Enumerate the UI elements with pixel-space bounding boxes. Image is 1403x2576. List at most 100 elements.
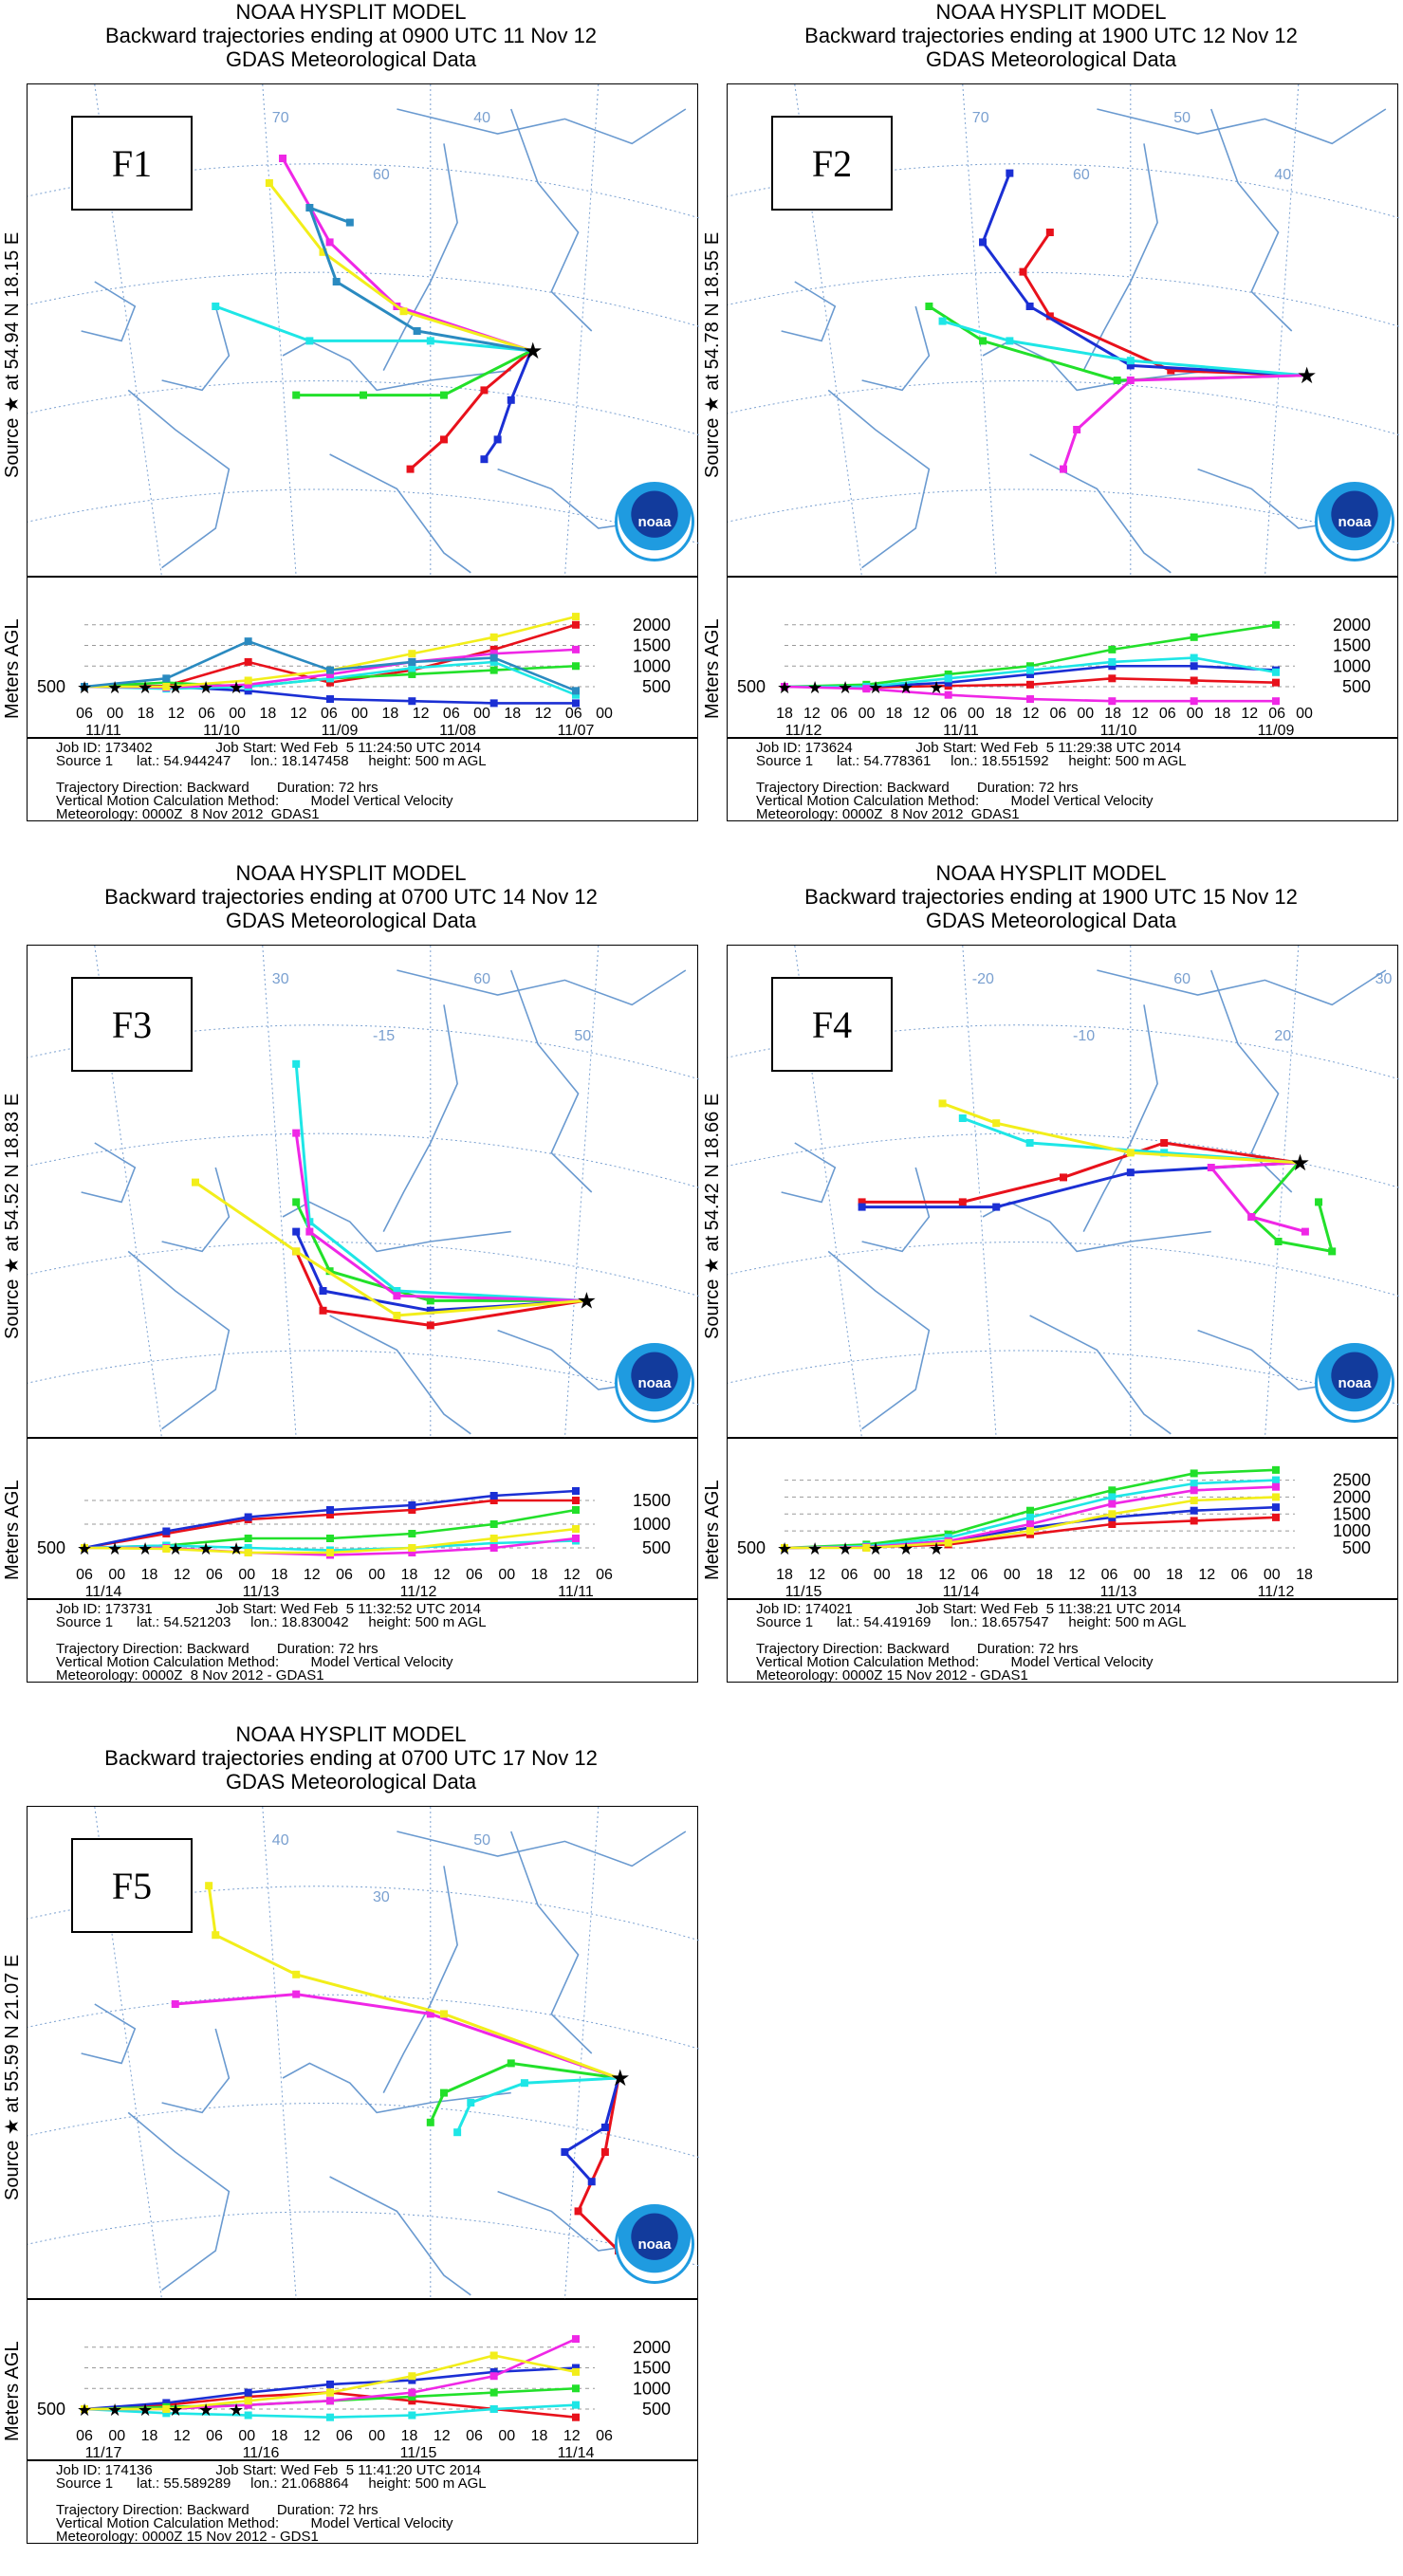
grid-label: 30 bbox=[1375, 971, 1393, 987]
trajectory-line bbox=[294, 1063, 585, 1302]
trajectory-marker bbox=[480, 455, 489, 464]
height-profile: 1500 1000 500 500 ★ ★ ★ ★ ★ ★ 06 00 18 12 06 00 18 12 06 00… bbox=[27, 1438, 698, 1600]
source-marker: ★ bbox=[168, 678, 183, 697]
series-point bbox=[862, 1544, 871, 1552]
trajectory-marker bbox=[439, 391, 448, 399]
trajectory-marker bbox=[292, 1247, 301, 1256]
grid-label: 50 bbox=[473, 1832, 490, 1849]
x-tick-label: 06 bbox=[1101, 1567, 1118, 1583]
trajectory-marker bbox=[292, 391, 301, 399]
x-date-label: 11/14 bbox=[558, 2445, 595, 2461]
y-axis-label: Meters AGL bbox=[702, 618, 723, 719]
series-point bbox=[1272, 678, 1280, 687]
source-marker: ★ bbox=[229, 2401, 244, 2420]
x-tick-label: 18 bbox=[1214, 706, 1231, 722]
noaa-logo: noaa bbox=[615, 2204, 694, 2284]
coastline bbox=[861, 305, 931, 392]
series-point bbox=[572, 662, 580, 671]
source-label: Source ★ at 55.59 N 21.07 E bbox=[2, 1954, 23, 2200]
info-line: Meteorology: 0000Z 15 Nov 2012 - GDAS1 bbox=[756, 1667, 1028, 1684]
series-point bbox=[572, 645, 580, 653]
series-point bbox=[781, 1544, 788, 1552]
y-tick-label: 500 bbox=[642, 1538, 671, 1557]
coastline bbox=[827, 389, 931, 569]
trajectory-line bbox=[268, 182, 532, 353]
info-line: Trajectory Direction: Backward Duration:… bbox=[56, 780, 378, 796]
x-date-label: 11/11 bbox=[943, 723, 979, 739]
trajectory-marker bbox=[426, 2010, 434, 2018]
coastline bbox=[382, 143, 458, 371]
x-date-label: 11/13 bbox=[1100, 1584, 1137, 1600]
series-point bbox=[326, 678, 334, 687]
x-date-label: 11/12 bbox=[785, 723, 822, 739]
panel-label: F4 bbox=[771, 977, 893, 1072]
trajectory-marker bbox=[938, 317, 947, 325]
x-tick-label: 12 bbox=[413, 706, 430, 722]
trajectory-marker bbox=[958, 1114, 967, 1122]
series-point bbox=[572, 1506, 580, 1514]
series-point bbox=[572, 613, 580, 621]
series-point bbox=[1026, 680, 1034, 689]
series-point bbox=[244, 2397, 252, 2405]
trajectory-marker bbox=[1301, 1227, 1309, 1236]
x-tick-label: 12 bbox=[1068, 1567, 1085, 1583]
source-marker: ★ bbox=[777, 1539, 792, 1558]
info-line: Job ID: 174136 Job Start: Wed Feb 5 11:4… bbox=[56, 2462, 482, 2478]
panel-f3: NOAA HYSPLIT MODEL Backward trajectories … bbox=[0, 861, 748, 1715]
series-point bbox=[1190, 653, 1198, 662]
series-point bbox=[408, 657, 416, 666]
trajectory-marker bbox=[1247, 1213, 1256, 1221]
coastline bbox=[127, 1250, 231, 1430]
source-marker: ★ bbox=[898, 1539, 914, 1558]
series-point bbox=[244, 2392, 252, 2401]
trajectory-marker bbox=[493, 435, 502, 444]
info-line: Meteorology: 0000Z 15 Nov 2012 - GDS1 bbox=[56, 2529, 319, 2545]
x-date-label: 11/17 bbox=[85, 2445, 122, 2461]
trajectory-line bbox=[194, 1181, 585, 1317]
trajectory-marker bbox=[265, 179, 273, 187]
x-tick-label: 12 bbox=[563, 2428, 581, 2444]
trajectory-marker bbox=[439, 435, 448, 444]
map-svg: 40 30 50 ★ bbox=[0, 1806, 748, 2301]
trajectory-marker bbox=[1006, 169, 1014, 177]
x-tick-label: 12 bbox=[808, 1567, 825, 1583]
series-point bbox=[326, 670, 334, 678]
trajectory-marker bbox=[992, 1119, 1001, 1128]
trajectory-marker bbox=[171, 2000, 179, 2008]
job-info: Job ID: 174021 Job Start: Wed Feb 5 11:3… bbox=[727, 1599, 1398, 1684]
coastline bbox=[382, 1866, 458, 2093]
series-point bbox=[162, 1545, 171, 1553]
source-marker: ★ bbox=[198, 1539, 213, 1558]
trajectory-marker bbox=[1160, 1139, 1169, 1147]
trajectory-marker bbox=[1160, 1149, 1169, 1157]
trajectory-marker bbox=[507, 2059, 515, 2068]
trajectory-line bbox=[175, 1993, 619, 2080]
x-tick-label: 00 bbox=[858, 706, 876, 722]
trajectory-line bbox=[942, 320, 1306, 377]
series-point bbox=[944, 670, 952, 678]
map-svg: 70 60 40 ★ bbox=[0, 83, 748, 579]
x-tick-label: 12 bbox=[304, 1567, 321, 1583]
x-tick-label: 00 bbox=[968, 706, 985, 722]
x-tick-label: 00 bbox=[1264, 1567, 1281, 1583]
trajectory-marker bbox=[1060, 465, 1067, 473]
series-point bbox=[489, 2388, 498, 2397]
coastline bbox=[282, 340, 511, 392]
trajectory-marker bbox=[1207, 1164, 1215, 1171]
x-tick-label: 00 bbox=[1296, 706, 1313, 722]
x-tick-label: 18 bbox=[504, 706, 521, 722]
source-marker: ★ bbox=[168, 1539, 183, 1558]
trajectory-line bbox=[1249, 1161, 1335, 1254]
series-point bbox=[489, 699, 498, 708]
x-tick-label: 18 bbox=[906, 1567, 923, 1583]
series-point bbox=[944, 678, 952, 687]
panel-title2: Backward trajectories ending at 1900 UTC… bbox=[804, 885, 1298, 909]
source-marker: ★ bbox=[838, 678, 853, 697]
trajectory-marker bbox=[600, 2148, 609, 2156]
trajectory-marker bbox=[426, 1297, 434, 1305]
coastline bbox=[329, 1315, 471, 1435]
x-tick-label: 06 bbox=[198, 706, 215, 722]
series-point bbox=[489, 645, 498, 653]
trajectory-line bbox=[455, 2076, 619, 2133]
series-point bbox=[408, 1544, 416, 1552]
